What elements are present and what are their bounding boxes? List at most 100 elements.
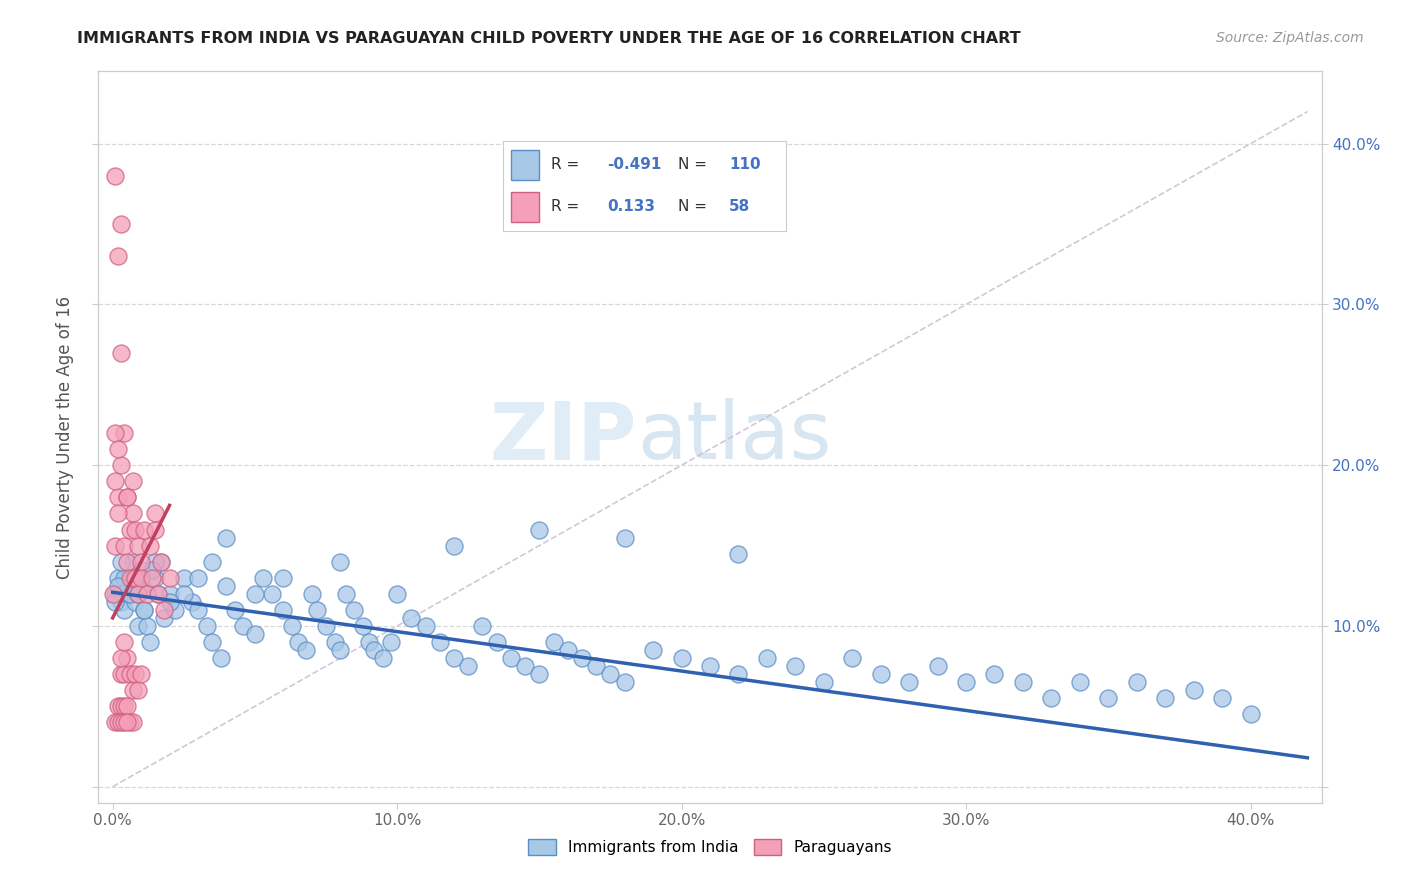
Point (110, 345, 132, 359)
Point (443, 539, 465, 553)
Point (110, 651, 132, 665)
Point (110, 555, 132, 569)
Point (1239, 707, 1261, 722)
Point (129, 571, 152, 585)
Point (1154, 691, 1177, 706)
Point (107, 249, 129, 263)
Point (121, 507, 143, 521)
Point (287, 635, 309, 649)
Point (143, 523, 166, 537)
Point (118, 587, 141, 601)
Point (121, 475, 143, 489)
Point (557, 643, 579, 657)
Point (485, 635, 508, 649)
Point (599, 667, 621, 681)
Point (181, 595, 204, 609)
Point (118, 667, 141, 681)
Point (159, 571, 181, 585)
Point (146, 587, 169, 601)
Point (1125, 675, 1147, 690)
Point (110, 699, 132, 714)
Point (118, 715, 141, 730)
Point (115, 571, 138, 585)
Point (101, 587, 124, 601)
Point (457, 659, 479, 673)
Point (1012, 675, 1035, 690)
Point (243, 627, 266, 641)
Point (115, 491, 138, 505)
Point (363, 643, 385, 657)
Point (224, 603, 246, 617)
Point (613, 531, 636, 545)
Point (1182, 683, 1205, 698)
Point (135, 587, 157, 601)
Point (323, 635, 346, 649)
FancyBboxPatch shape (512, 193, 540, 222)
Point (104, 595, 127, 609)
Point (385, 587, 408, 601)
Point (115, 651, 138, 665)
Point (1097, 691, 1119, 706)
Point (529, 523, 551, 537)
Point (1069, 675, 1091, 690)
Point (112, 715, 135, 730)
Point (110, 667, 132, 681)
Point (301, 587, 323, 601)
Point (121, 571, 143, 585)
Point (429, 635, 451, 649)
Point (127, 539, 149, 553)
Point (104, 425, 127, 440)
Point (132, 603, 155, 617)
Point (124, 571, 146, 585)
Point (107, 571, 129, 585)
Point (785, 659, 807, 673)
Point (173, 571, 195, 585)
Point (127, 587, 149, 601)
Point (983, 667, 1005, 681)
Point (115, 555, 138, 569)
Legend: Immigrants from India, Paraguayans: Immigrants from India, Paraguayans (522, 833, 898, 861)
Point (121, 555, 143, 569)
Point (104, 587, 127, 601)
Y-axis label: Child Poverty Under the Age of 16: Child Poverty Under the Age of 16 (56, 295, 75, 579)
Point (129, 579, 152, 593)
Point (159, 595, 181, 609)
Point (273, 603, 295, 617)
Point (107, 491, 129, 505)
Point (841, 651, 863, 665)
Point (132, 603, 155, 617)
Text: 0.133: 0.133 (607, 199, 655, 214)
Point (112, 667, 135, 681)
Text: ZIP: ZIP (489, 398, 637, 476)
Point (295, 643, 318, 657)
Point (110, 458, 132, 473)
FancyBboxPatch shape (512, 151, 540, 180)
Point (104, 475, 127, 489)
Point (187, 571, 209, 585)
Point (215, 579, 238, 593)
Point (141, 571, 163, 585)
Text: -0.491: -0.491 (607, 157, 662, 172)
Point (153, 603, 176, 617)
Text: Source: ZipAtlas.com: Source: ZipAtlas.com (1216, 31, 1364, 45)
Point (112, 539, 135, 553)
Point (107, 507, 129, 521)
Point (243, 587, 266, 601)
Point (141, 563, 163, 577)
Point (115, 699, 138, 714)
Point (335, 587, 357, 601)
Point (343, 603, 366, 617)
Point (187, 603, 209, 617)
Point (135, 619, 157, 633)
Point (112, 635, 135, 649)
Point (307, 603, 329, 617)
Point (143, 555, 166, 569)
Point (173, 587, 195, 601)
Point (138, 635, 160, 649)
Point (671, 651, 693, 665)
Point (380, 635, 402, 649)
Point (195, 619, 218, 633)
Point (150, 555, 173, 569)
Point (118, 523, 141, 537)
Point (121, 715, 143, 730)
